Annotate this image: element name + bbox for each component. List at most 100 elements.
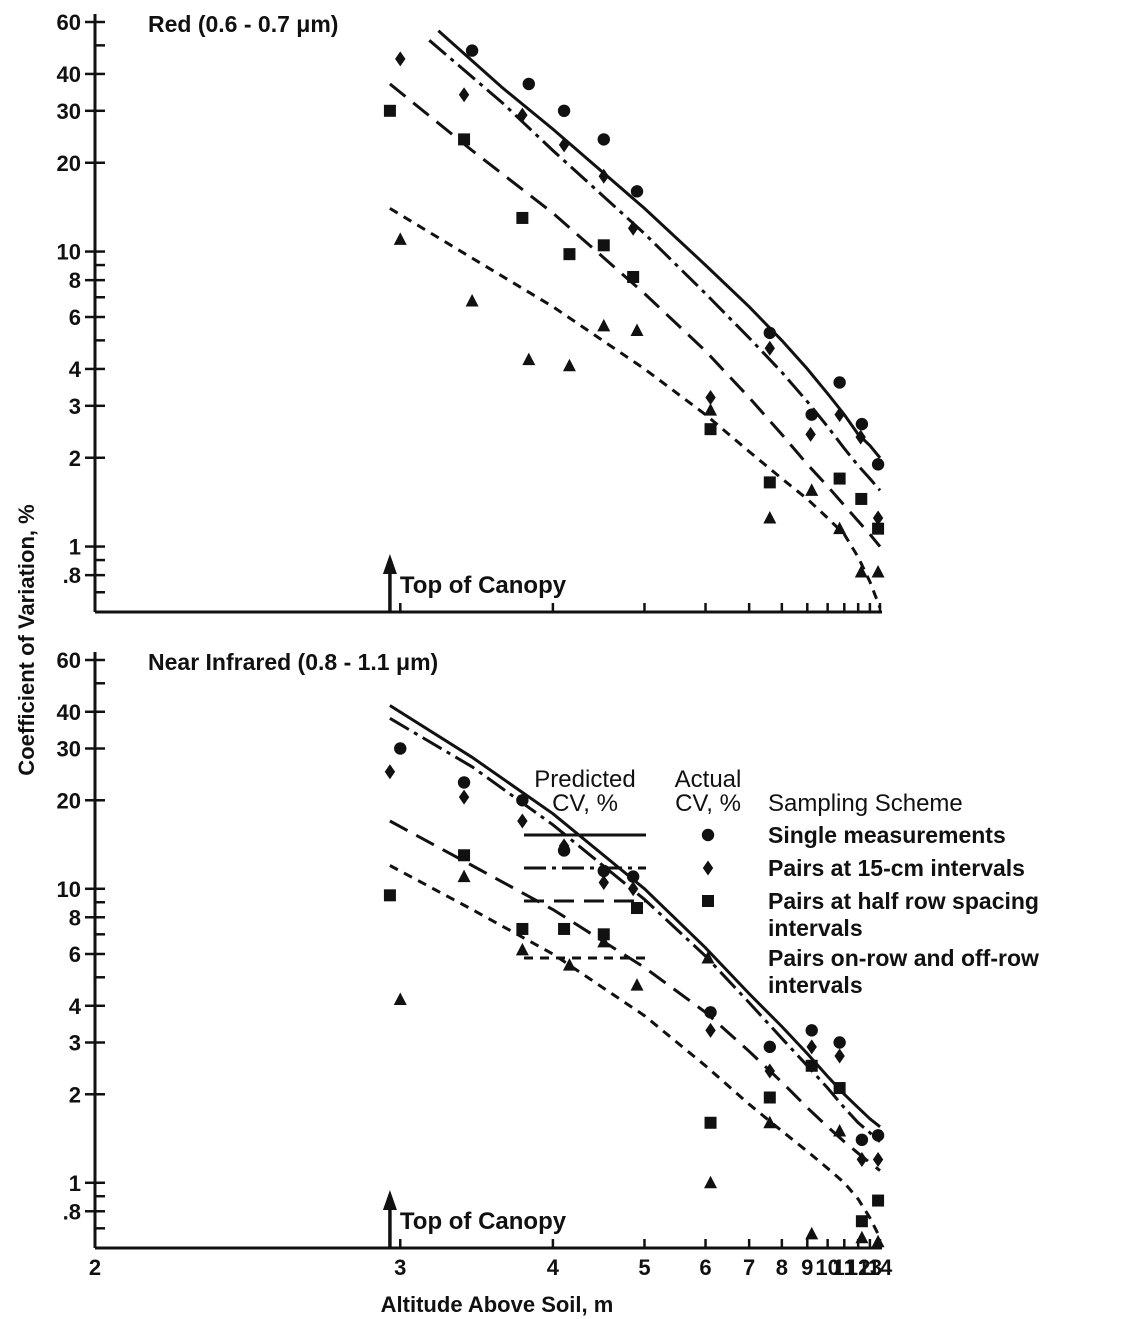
legend-label: intervals — [768, 915, 863, 941]
data-point-diamond — [598, 168, 609, 184]
data-point-triangle — [597, 934, 611, 948]
y-tick-label: 6 — [69, 942, 81, 967]
data-point-circle — [465, 44, 479, 57]
data-point-square — [558, 922, 571, 935]
data-point-square — [597, 239, 610, 252]
data-point-circle — [522, 77, 535, 91]
y-tick-label: .8 — [63, 563, 81, 588]
data-point-circle — [626, 870, 640, 883]
series-curve-square — [389, 819, 881, 1172]
data-point-triangle — [871, 1234, 885, 1248]
y-tick-label: 2 — [69, 1082, 81, 1107]
y-tick-label: 8 — [69, 905, 81, 930]
data-point-square — [516, 922, 529, 935]
y-tick-label: 20 — [57, 788, 81, 813]
canopy-arrow-head — [382, 1190, 397, 1210]
data-point-diamond — [855, 429, 866, 445]
y-tick-label: 40 — [57, 62, 81, 87]
data-point-triangle — [522, 352, 536, 366]
legend-label: Pairs at half row spacing — [768, 888, 1039, 914]
data-point-circle — [805, 1024, 818, 1037]
data-point-triangle — [457, 869, 471, 883]
data-point-square — [516, 211, 529, 224]
y-tick-label: 1 — [69, 535, 81, 560]
data-point-triangle — [393, 992, 407, 1006]
data-point-triangle — [763, 510, 777, 524]
data-point-diamond — [458, 789, 470, 805]
canopy-label: Top of Canopy — [400, 1208, 567, 1235]
data-point-circle — [597, 133, 610, 146]
legend-label: intervals — [768, 972, 863, 998]
data-point-circle — [457, 776, 471, 789]
canopy-arrow-head — [382, 554, 397, 574]
x-tick-label: 11 — [833, 1255, 856, 1280]
data-point-diamond — [705, 390, 716, 406]
data-point-diamond — [598, 875, 609, 891]
data-point-diamond — [517, 813, 528, 829]
x-tick-label: 7 — [743, 1255, 755, 1280]
y-tick-label: 30 — [57, 99, 81, 124]
legend-head-predicted: Predicted — [534, 766, 635, 793]
data-point-circle — [871, 1129, 885, 1142]
data-point-triangle — [805, 1226, 819, 1240]
data-point-triangle — [704, 403, 718, 416]
data-point-square — [458, 133, 471, 146]
data-point-triangle — [630, 323, 644, 336]
canopy-label: Top of Canopy — [400, 572, 567, 599]
x-tick-label: 6 — [699, 1255, 711, 1280]
data-point-circle — [855, 1133, 869, 1147]
series-curve-circle — [437, 29, 882, 459]
data-point-circle — [871, 458, 885, 471]
data-point-triangle — [562, 958, 576, 971]
series-curve-diamond — [389, 717, 881, 1143]
data-point-diamond — [805, 426, 816, 442]
y-tick-label: 3 — [69, 1031, 81, 1056]
legend-head-actual: Actual — [675, 766, 742, 793]
panel-title: Near Infrared (0.8 - 1.1 μm) — [148, 649, 438, 675]
data-point-triangle — [833, 1124, 847, 1137]
legend-head-predicted-unit: CV, % — [552, 790, 618, 817]
data-point-square — [855, 1215, 868, 1228]
series-curve-triangle — [389, 207, 882, 609]
data-point-circle — [763, 1040, 776, 1054]
data-point-square — [704, 423, 717, 436]
data-point-circle — [394, 742, 407, 755]
y-tick-label: 6 — [69, 305, 81, 330]
legend-label: Pairs on-row and off-row — [768, 945, 1039, 971]
series-curve-diamond — [428, 39, 882, 492]
x-tick-label: 14 — [868, 1255, 893, 1280]
series-curve-square — [388, 82, 882, 548]
data-point-square — [627, 270, 640, 283]
x-tick-label: 12 — [846, 1255, 870, 1280]
y-tick-label: 1 — [69, 1171, 81, 1196]
data-point-diamond — [705, 1022, 716, 1038]
legend-head-actual-unit: CV, % — [675, 790, 741, 817]
legend-label: Pairs at 15-cm intervals — [768, 855, 1025, 881]
x-tick-label: 3 — [394, 1255, 406, 1280]
y-tick-label: .8 — [63, 1199, 81, 1224]
data-point-triangle — [630, 978, 644, 991]
panel-red: 60 40 30 20 10 8 6 4 3 2 1 .8 Red (0.6 - 0.7 μm) Top … — [57, 10, 885, 614]
data-point-diamond — [458, 87, 470, 103]
y-tick-label: 10 — [57, 240, 81, 265]
legend-marker-square — [702, 895, 714, 907]
data-point-circle — [855, 417, 869, 431]
legend-marker-diamond — [702, 860, 714, 876]
data-point-diamond — [764, 340, 775, 356]
data-point-triangle — [805, 483, 819, 496]
data-point-diamond — [834, 407, 845, 423]
data-point-square — [563, 248, 576, 261]
data-point-triangle — [833, 521, 847, 535]
data-point-triangle — [562, 358, 576, 372]
data-point-circle — [557, 104, 571, 118]
data-point-diamond — [517, 107, 528, 123]
data-point-square — [704, 1116, 717, 1129]
data-point-diamond — [806, 1039, 817, 1055]
data-point-triangle — [704, 1175, 718, 1189]
data-point-square — [833, 472, 846, 485]
x-tick-label: 10 — [815, 1255, 839, 1280]
data-point-circle — [833, 1036, 846, 1049]
data-point-triangle — [763, 1115, 777, 1129]
